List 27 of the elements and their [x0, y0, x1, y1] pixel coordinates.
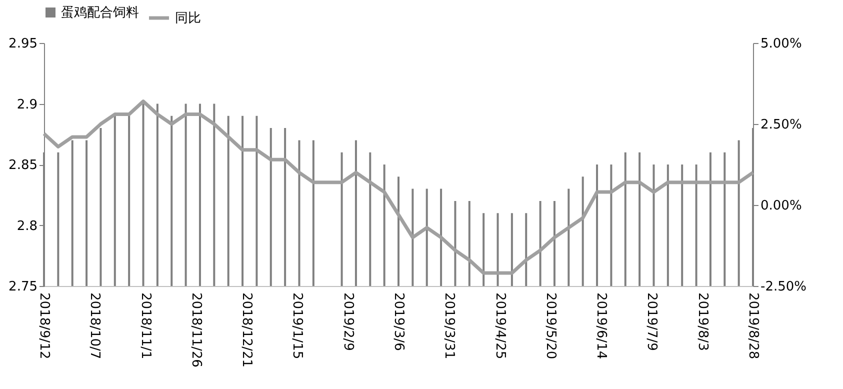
x-tick-label: 2018/11/1: [138, 292, 153, 360]
y-tick-label: 2.95: [8, 36, 38, 52]
x-tick-label: 2019/3/31: [442, 292, 457, 360]
y2-tick-label: -2.50%: [760, 280, 806, 294]
x-tick-label: 2019/8/3: [694, 292, 710, 351]
x-tick-label: 2019/2/9: [340, 292, 356, 351]
x-tick-label: 2019/7/9: [644, 292, 660, 351]
x-tick-label: 2019/5/20: [542, 292, 558, 360]
line-series: [42, 100, 755, 275]
y2-tick-label: 5.00%: [760, 36, 802, 52]
y2-tick-label: 0.00%: [760, 198, 802, 214]
y2-tick-label: 2.50%: [760, 118, 802, 132]
y-tick-label: 2.75: [8, 280, 38, 294]
y-tick-label: 2.85: [8, 158, 38, 173]
x-tick-label: 2018/11/26: [188, 292, 204, 368]
x-tick-label: 2019/6/14: [594, 292, 609, 360]
x-tick-label: 2019/8/28: [746, 292, 760, 360]
x-tick-label: 2018/12/21: [239, 292, 254, 368]
y-tick-label: 2.9: [16, 97, 38, 112]
y-tick-label: 2.8: [16, 218, 38, 234]
legend-label: 同比: [175, 11, 201, 26]
legend-label: 蛋鸡配合饲料: [61, 6, 139, 20]
x-tick-label: 2018/10/7: [87, 292, 102, 360]
x-tick-label: 2018/9/12: [36, 292, 52, 360]
x-tick-label: 2019/4/25: [492, 292, 508, 360]
x-tick-label: 2019/1/15: [290, 292, 305, 360]
x-tick-label: 2019/3/6: [391, 292, 406, 351]
